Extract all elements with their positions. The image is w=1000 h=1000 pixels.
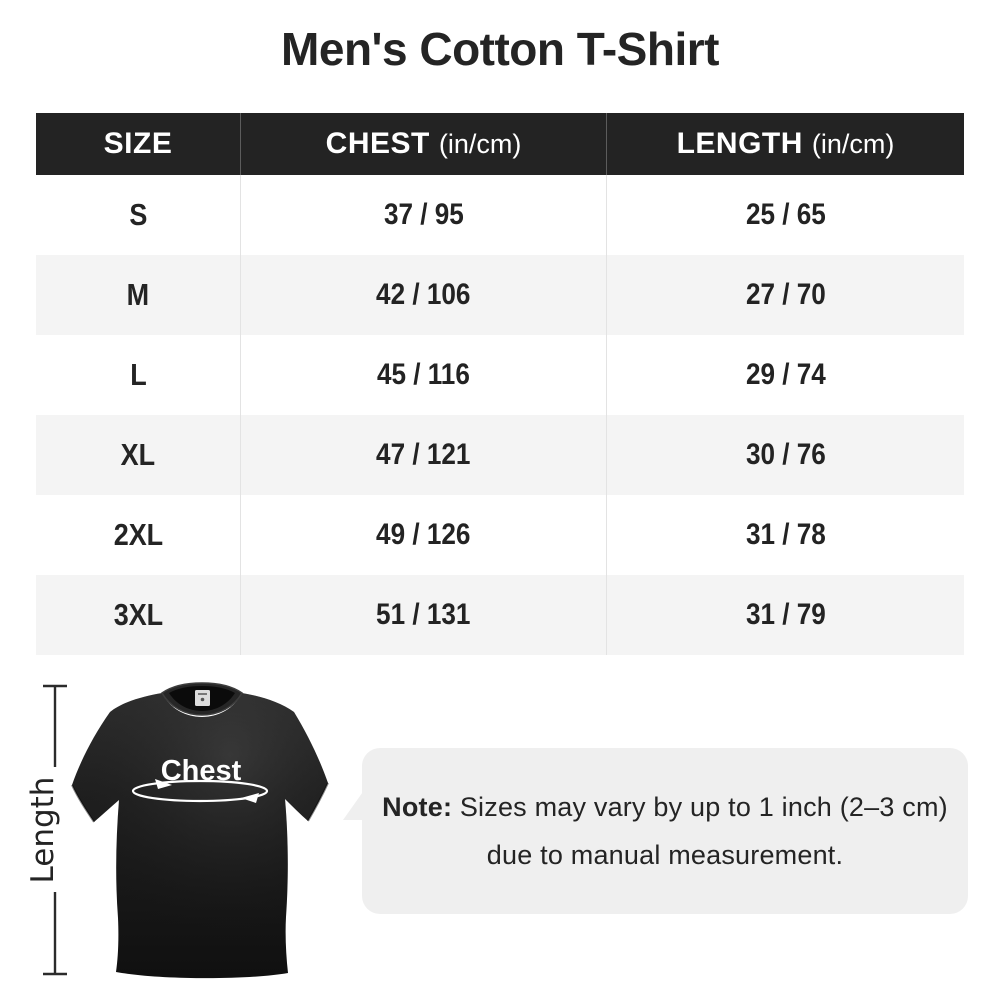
chest-value: 42 / 106	[240, 255, 606, 335]
table-row: XL 47 / 121 30 / 76	[36, 415, 964, 495]
chest-value: 49 / 126	[240, 495, 606, 575]
table-row: 2XL 49 / 126 31 / 78	[36, 495, 964, 575]
chest-measure-ellipse	[131, 779, 269, 803]
length-value: 27 / 70	[606, 255, 964, 335]
chest-value: 47 / 121	[240, 415, 606, 495]
chest-value: 37 / 95	[240, 175, 606, 255]
length-value: 31 / 78	[606, 495, 964, 575]
size-value: 2XL	[113, 517, 163, 552]
right-sleeve-hem	[307, 782, 329, 822]
header-label: LENGTH	[676, 127, 803, 160]
size-value: XL	[120, 437, 156, 472]
chest-arrow-right-icon	[155, 779, 172, 789]
table-row: M 42 / 106 27 / 70	[36, 255, 964, 335]
note-bubble: Note: Sizes may vary by up to 1 inch (2–…	[343, 748, 968, 914]
table-row: L 45 / 116 29 / 74	[36, 335, 964, 415]
length-value: 25 / 65	[606, 175, 964, 255]
tshirt-illustration: Chest	[71, 682, 329, 979]
header-label: SIZE	[103, 127, 173, 160]
note-prefix: Note:	[382, 791, 453, 822]
tshirt-highlight	[72, 693, 328, 979]
note-line-2: due to manual measurement.	[486, 839, 844, 870]
chest-value: 51 / 131	[240, 575, 606, 655]
left-sleeve-hem	[71, 784, 95, 823]
collar-tag	[195, 690, 210, 706]
header-unit: (in/cm)	[438, 128, 522, 159]
header-unit: (in/cm)	[811, 128, 895, 159]
size-value: L	[129, 357, 147, 392]
length-value: 29 / 74	[606, 335, 964, 415]
page-title: Men's Cotton T-Shirt	[281, 23, 719, 75]
chest-arrow-left-icon	[241, 793, 259, 803]
length-label: Length	[25, 777, 61, 884]
chest-value: 45 / 116	[240, 335, 606, 415]
size-value: 3XL	[113, 597, 163, 632]
length-value: 31 / 79	[606, 575, 964, 655]
header-cell-length: LENGTH (in/cm)	[606, 113, 964, 175]
table-row: S 37 / 95 25 / 65	[36, 175, 964, 255]
size-value: S	[129, 197, 147, 232]
table-row: 3XL 51 / 131 31 / 79	[36, 575, 964, 655]
note-line-1: Note: Sizes may vary by up to 1 inch (2–…	[382, 792, 948, 823]
table-header-row: SIZE CHEST (in/cm) LENGTH (in/cm)	[36, 113, 964, 175]
length-value: 30 / 76	[606, 415, 964, 495]
header-cell-size: SIZE	[36, 113, 240, 175]
note-text: Sizes may vary by up to 1 inch (2–3 cm)	[459, 791, 948, 822]
chest-label: Chest	[161, 755, 242, 787]
length-measure-line	[43, 684, 67, 976]
size-table: SIZE CHEST (in/cm) LENGTH (in/cm) S 37 /…	[36, 113, 964, 655]
size-value: M	[126, 277, 150, 312]
header-label: CHEST	[325, 127, 430, 160]
measurement-diagram: Length Chest	[25, 682, 329, 979]
header-cell-chest: CHEST (in/cm)	[240, 113, 606, 175]
